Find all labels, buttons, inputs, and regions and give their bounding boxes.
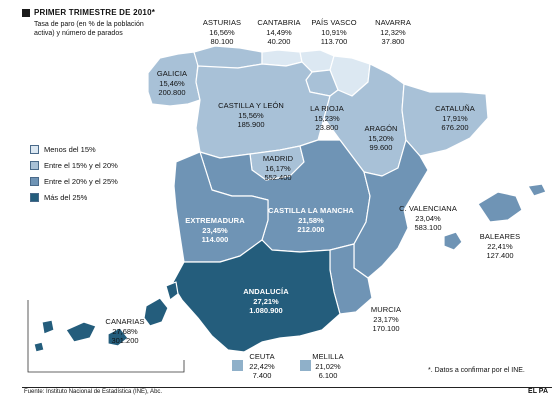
legend-swatch — [30, 192, 39, 202]
region-canarias-6 — [165, 281, 179, 301]
label-asturias: ASTURIAS 16,56% 80.100 — [202, 18, 242, 46]
legend-item: Entre el 20% y el 25% — [30, 173, 118, 189]
label-melilla: MELILLA 21,02% 6.100 — [312, 352, 344, 380]
legend-label: Entre el 15% y el 20% — [44, 160, 118, 170]
page-subtitle: Tasa de paro (en % de la población activ… — [34, 21, 144, 37]
region-canarias-3 — [65, 321, 97, 343]
canarias-inset-frame — [27, 300, 185, 373]
page-title: PRIMER TRIMESTRE DE 2010* — [34, 8, 156, 17]
label-aragon: ARAGÓN 15,20% 99.600 — [364, 124, 398, 152]
legend-swatch — [30, 144, 39, 154]
label-castillamancha: CASTILLA LA MANCHA 21,58% 212.000 — [268, 206, 354, 234]
label-extremadura: EXTREMADURA 23,45% 114.000 — [185, 216, 245, 244]
region-baleares-menorca — [527, 183, 547, 197]
label-galicia: GALICIA 15,46% 200.800 — [156, 69, 188, 97]
region-andalucia — [171, 239, 341, 353]
region-baleares-ibiza — [443, 231, 463, 251]
melilla-swatch — [300, 360, 311, 371]
label-paisvasco: PAÍS VASCO 10,91% 113.700 — [311, 18, 357, 46]
legend-label: Más del 25% — [44, 192, 88, 202]
label-baleares: BALEARES 22,41% 127.400 — [479, 232, 521, 260]
label-ceuta: CEUTA 22,42% 7.400 — [249, 352, 275, 380]
label-larioja: LA RIOJA 15,23% 23.800 — [310, 104, 344, 132]
legend-swatch — [30, 160, 39, 170]
legend-label: Entre el 20% y el 25% — [44, 176, 118, 186]
region-valenciana — [353, 139, 429, 279]
region-castillaleon — [195, 61, 331, 159]
region-baleares-mallorca — [477, 191, 523, 223]
legend: Menos del 15% Entre el 15% y el 20% Entr… — [30, 141, 118, 205]
brand-logo: EL PA — [528, 388, 548, 395]
legend-label: Menos del 15% — [44, 144, 96, 154]
label-canarias: CANARIAS 27,68% 301.200 — [105, 317, 145, 345]
region-canarias-4 — [107, 327, 129, 347]
legend-item: Entre el 15% y el 20% — [30, 157, 118, 173]
legend-item: Menos del 15% — [30, 141, 118, 157]
footer: Fuente: Instituto Nacional de Estadístic… — [22, 387, 552, 398]
label-murcia: MURCIA 23,17% 170.100 — [370, 305, 402, 333]
label-castillaleon: CASTILLA Y LEÓN 15,56% 185.900 — [218, 101, 284, 129]
legend-swatch — [30, 176, 39, 186]
ceuta-swatch — [232, 360, 243, 371]
label-navarra: NAVARRA 12,32% 37.800 — [375, 18, 411, 46]
footnote: *. Datos a confirmar por el INE. — [428, 367, 525, 374]
title-square-icon — [22, 8, 30, 17]
region-canarias-1 — [33, 341, 45, 353]
label-andalucia: ANDALUCÍA 27,21% 1.080.900 — [243, 287, 289, 315]
region-cataluna — [401, 83, 489, 157]
label-madrid: MADRID 16,17% 552.400 — [262, 154, 294, 182]
legend-item: Más del 25% — [30, 189, 118, 205]
label-cataluna: CATALUÑA 17,91% 676.200 — [435, 104, 475, 132]
header: PRIMER TRIMESTRE DE 2010* — [22, 8, 155, 17]
region-asturias — [193, 45, 263, 69]
region-canarias-2 — [41, 319, 55, 335]
source-text: Fuente: Instituto Nacional de Estadístic… — [24, 389, 163, 395]
label-cantabria: CANTABRIA 14,49% 40.200 — [257, 18, 301, 46]
region-canarias-5 — [143, 297, 169, 327]
label-valenciana: C. VALENCIANA 23,04% 583.100 — [399, 204, 457, 232]
